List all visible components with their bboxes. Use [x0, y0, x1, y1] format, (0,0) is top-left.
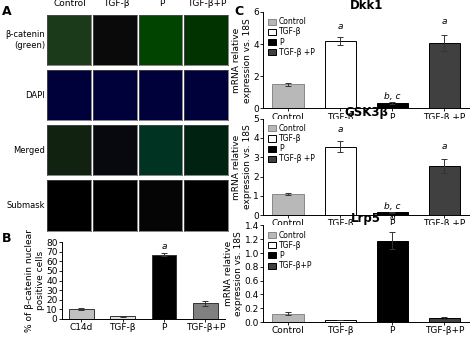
Bar [428, 318, 460, 322]
Bar [152, 255, 176, 319]
Title: GSK3β: GSK3β [344, 106, 388, 119]
Text: C: C [235, 5, 244, 18]
Bar [110, 316, 135, 319]
Text: a: a [161, 242, 167, 252]
Text: Control: Control [54, 0, 87, 8]
Text: a: a [441, 142, 447, 151]
Bar [193, 303, 218, 319]
Bar [376, 103, 408, 108]
Legend: Control, TGF-β, P, TGF-β +P: Control, TGF-β, P, TGF-β +P [267, 16, 317, 58]
Bar [428, 43, 460, 108]
Y-axis label: mRNA relative
expression vs. 18S: mRNA relative expression vs. 18S [232, 18, 252, 102]
Title: Dkk1: Dkk1 [349, 0, 383, 12]
Y-axis label: mRNA relative
expression vs. 18S: mRNA relative expression vs. 18S [232, 125, 252, 210]
Text: DAPI: DAPI [25, 91, 45, 100]
Text: P: P [159, 0, 164, 8]
Bar [69, 309, 94, 319]
Text: TGF-β: TGF-β [102, 0, 129, 8]
Text: Submask: Submask [7, 201, 45, 210]
Bar [273, 314, 304, 322]
Bar [325, 320, 356, 322]
Text: a: a [337, 22, 343, 31]
Y-axis label: % of β-catenin nuclear
positive cells: % of β-catenin nuclear positive cells [25, 229, 45, 332]
Bar [376, 241, 408, 322]
Text: a: a [337, 125, 343, 134]
Legend: Control, TGF-β, P, TGF-β+P: Control, TGF-β, P, TGF-β+P [267, 229, 314, 272]
Text: A: A [2, 5, 12, 18]
Text: B: B [2, 232, 12, 245]
Legend: Control, TGF-β, P, TGF-β +P: Control, TGF-β, P, TGF-β +P [267, 122, 317, 165]
Bar [376, 212, 408, 215]
Bar [325, 41, 356, 108]
Text: b, c: b, c [384, 202, 401, 211]
Text: d: d [389, 213, 395, 222]
Text: TGF-β+P: TGF-β+P [187, 0, 227, 8]
Text: Merged: Merged [13, 145, 45, 155]
Bar [273, 194, 304, 215]
Bar [428, 166, 460, 215]
Bar [325, 147, 356, 215]
Bar [273, 84, 304, 108]
Text: b, c: b, c [384, 92, 401, 101]
Text: a: a [441, 17, 447, 25]
Title: Lrp5: Lrp5 [351, 213, 381, 225]
Y-axis label: mRNA relative
expression vs. 18S: mRNA relative expression vs. 18S [224, 232, 243, 316]
Text: β-catenin
(green): β-catenin (green) [5, 30, 45, 49]
